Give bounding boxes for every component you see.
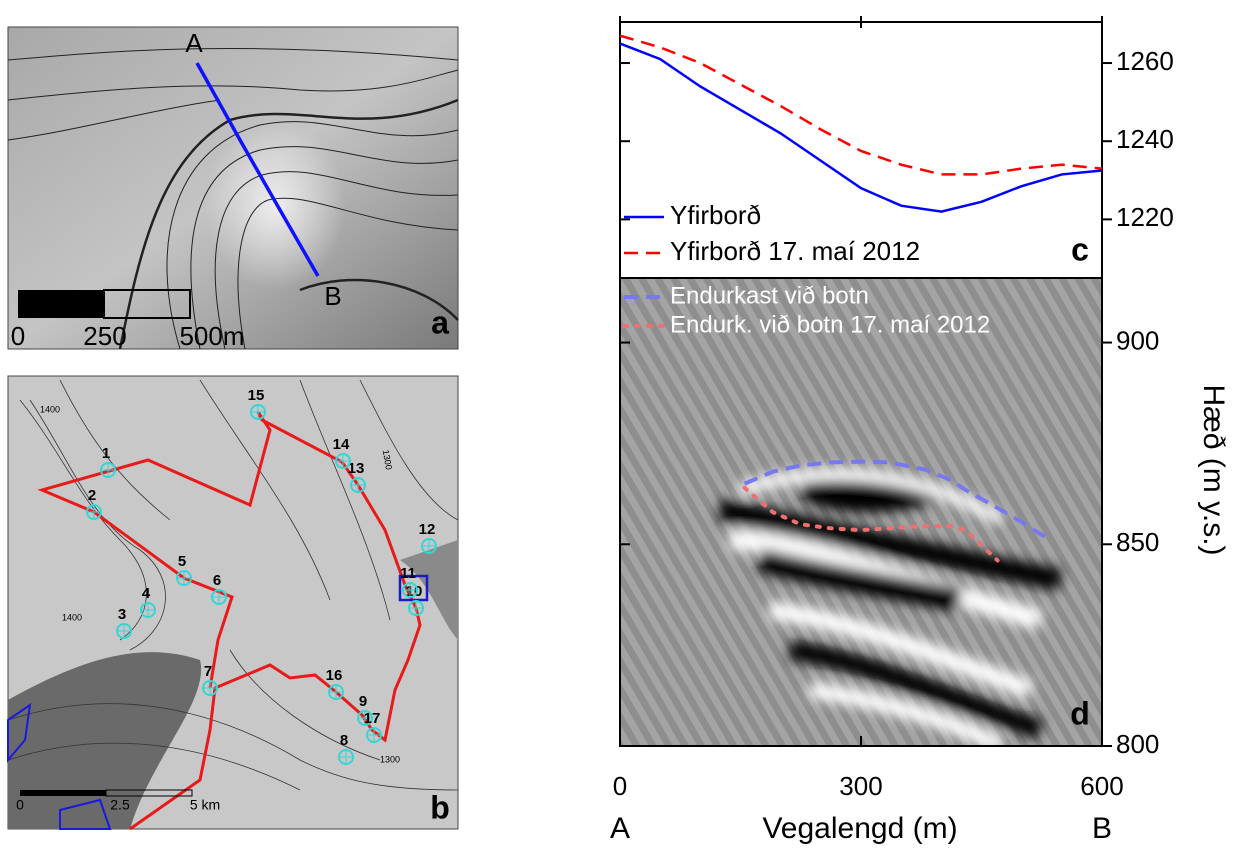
contour-label: 1300: [381, 449, 394, 470]
contour-label: 1400: [62, 612, 82, 622]
station-cross: [117, 624, 131, 638]
station-cross: [251, 405, 265, 419]
legend-label: Endurk. við botn 17. maí 2012: [670, 311, 990, 338]
series-line: [619, 42, 1103, 213]
y-tick-label: 1260: [1116, 46, 1174, 76]
map-a: A B 0 250 500m a: [7, 26, 459, 351]
station-label: 15: [248, 387, 265, 404]
station-label: 5: [178, 553, 186, 570]
station-cross: [329, 685, 343, 699]
station-label: 4: [142, 585, 151, 602]
station-label: 8: [340, 732, 348, 749]
profile-start: A: [185, 28, 203, 58]
scale-label: 5 km: [190, 797, 220, 813]
station-cross: [336, 454, 350, 468]
x-tick-label: 600: [1080, 771, 1123, 801]
x-start: A: [610, 812, 630, 845]
scale-label: 500m: [179, 321, 244, 351]
station-label: 2: [88, 487, 96, 504]
series-line: [743, 459, 1047, 540]
x-tick-label: 300: [839, 771, 882, 801]
x-end: B: [1092, 812, 1112, 845]
series-line: [619, 34, 1103, 176]
station-label: 16: [326, 667, 343, 684]
y-tick-label: 850: [1116, 527, 1159, 557]
panel-letter: c: [1071, 231, 1089, 267]
y-axis-label: Hæð (m y.s.): [1197, 384, 1230, 555]
x-axis-label: Vegalengd (m): [762, 812, 957, 845]
station-cross: [422, 539, 436, 553]
station-label: 11: [400, 565, 416, 582]
station-cross: [212, 590, 226, 604]
y-tick-label: 900: [1116, 325, 1159, 355]
station-label: 7: [204, 663, 212, 680]
legend-label: Endurkast við botn: [670, 282, 869, 309]
map-b: b 0 2.5 5 km 1400 1400 1300 1300 1234567…: [7, 375, 459, 831]
scale-label: 2.5: [110, 797, 130, 813]
panel-letter: b: [430, 789, 450, 825]
station-cross: [101, 463, 115, 477]
station-label: 13: [348, 460, 365, 477]
station-label: 9: [359, 693, 367, 710]
station-label: 12: [419, 521, 436, 538]
station-cross: [403, 583, 417, 597]
station-label: 3: [118, 606, 126, 623]
station-cross: [409, 601, 423, 615]
station-label: 1: [102, 445, 110, 462]
series-line: [742, 485, 1000, 563]
panel-letter: d: [1070, 695, 1090, 731]
legend-label: Yfirborð 17. maí 2012: [670, 236, 920, 266]
station-cross: [141, 603, 155, 617]
y-tick-label: 1240: [1116, 124, 1174, 154]
scale-label: 0: [16, 797, 24, 813]
station-cross: [339, 750, 353, 764]
x-tick-label: 0: [613, 771, 627, 801]
station-cross: [177, 571, 191, 585]
contour-label: 1300: [380, 754, 400, 764]
y-tick-label: 800: [1116, 729, 1159, 759]
station-label: 14: [333, 436, 350, 453]
station-cross: [87, 505, 101, 519]
station-cross: [351, 478, 365, 492]
scale-label: 0: [11, 321, 25, 351]
profile-end: B: [324, 281, 341, 311]
legend-label: Yfirborð: [670, 200, 761, 230]
station-cross: [358, 711, 372, 725]
contour-label: 1400: [40, 404, 60, 414]
scale-label: 250: [83, 321, 126, 351]
station-cross: [367, 728, 381, 742]
radargram: [620, 278, 1102, 746]
panel-letter: a: [431, 304, 449, 340]
station-label: 17: [364, 710, 381, 727]
station-label: 6: [213, 572, 221, 589]
station-cross: [203, 681, 217, 695]
profile-line: [195, 62, 320, 277]
y-tick-label: 1220: [1116, 202, 1174, 232]
